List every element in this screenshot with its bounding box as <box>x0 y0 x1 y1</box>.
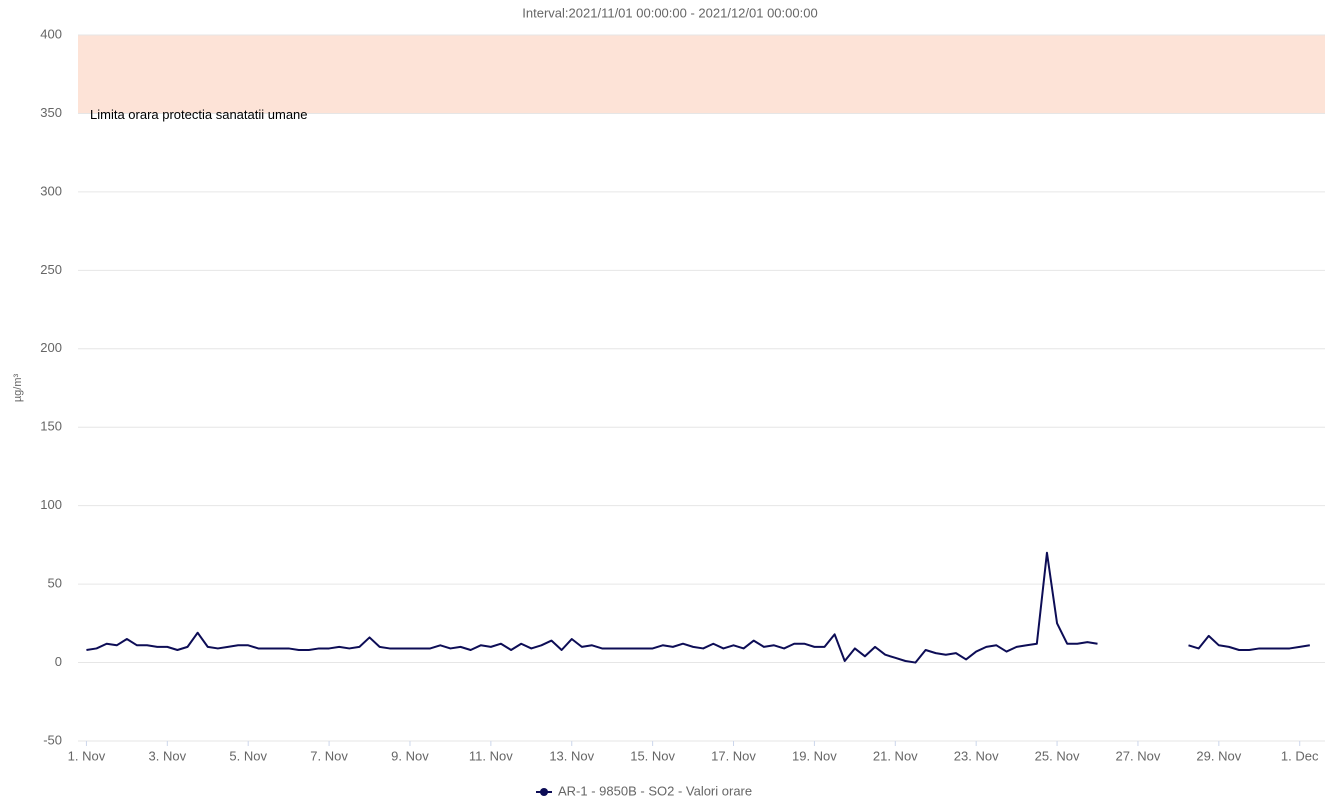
y-tick-label: -50 <box>43 732 62 747</box>
x-tick-label: 1. Dec <box>1281 748 1319 763</box>
x-tick-label: 27. Nov <box>1116 748 1161 763</box>
y-tick-label: 350 <box>40 105 62 120</box>
x-tick-label: 25. Nov <box>1035 748 1080 763</box>
y-tick-label: 200 <box>40 340 62 355</box>
x-tick-label: 17. Nov <box>711 748 756 763</box>
y-tick-label: 400 <box>40 26 62 41</box>
x-tick-label: 21. Nov <box>873 748 918 763</box>
chart-title: Interval:2021/11/01 00:00:00 - 2021/12/0… <box>522 5 817 20</box>
data-line <box>86 551 1310 664</box>
y-tick-label: 100 <box>40 497 62 512</box>
x-tick-label: 5. Nov <box>229 748 267 763</box>
x-tick-label: 23. Nov <box>954 748 999 763</box>
x-tick-label: 11. Nov <box>469 748 513 763</box>
x-tick-label: 15. Nov <box>630 748 675 763</box>
y-tick-label: 150 <box>40 419 62 434</box>
y-tick-label: 250 <box>40 262 62 277</box>
y-tick-label: 0 <box>55 654 62 669</box>
x-tick-label: 3. Nov <box>149 748 187 763</box>
plot-band <box>78 35 1325 114</box>
y-tick-label: 50 <box>48 576 62 591</box>
legend-marker <box>540 788 548 796</box>
y-axis-label: µg/m³ <box>12 373 24 402</box>
x-tick-label: 13. Nov <box>549 748 594 763</box>
x-tick-label: 19. Nov <box>792 748 837 763</box>
legend-label: AR-1 - 9850B - SO2 - Valori orare <box>558 783 752 798</box>
x-tick-label: 1. Nov <box>68 748 106 763</box>
x-tick-label: 29. Nov <box>1196 748 1241 763</box>
plot-band-label: Limita orara protectia sanatatii umane <box>90 107 308 122</box>
x-tick-label: 9. Nov <box>391 748 429 763</box>
x-tick-label: 7. Nov <box>310 748 348 763</box>
y-tick-label: 300 <box>40 183 62 198</box>
